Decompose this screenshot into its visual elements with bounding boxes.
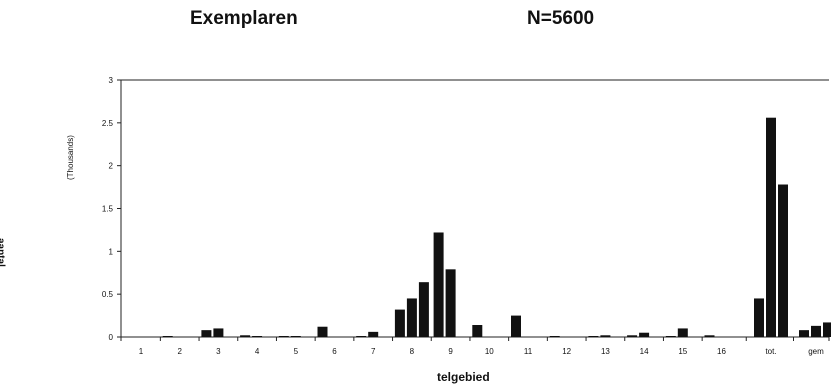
x-tick: 9 <box>448 347 453 356</box>
bar <box>600 335 611 337</box>
y-tick-label: 1 <box>109 247 114 256</box>
chart-title: Exemplaren <box>190 8 298 29</box>
bars <box>162 117 831 338</box>
bar <box>665 336 676 337</box>
bar <box>778 184 788 337</box>
x-tick-label: gem <box>808 347 824 356</box>
bar <box>811 325 821 337</box>
bar <box>406 298 417 337</box>
x-tick-label: 3 <box>216 347 221 356</box>
y-tick: 2.5 <box>102 119 121 128</box>
x-tick: 8 <box>410 347 415 356</box>
bar <box>240 335 251 337</box>
bar <box>162 336 173 337</box>
x-tick-label: 14 <box>640 347 649 356</box>
x-tick: 4 <box>255 347 260 356</box>
y-tick: 0.5 <box>102 290 121 299</box>
bar <box>418 282 429 337</box>
bar <box>356 336 367 337</box>
bar <box>278 336 289 337</box>
bar <box>433 232 444 337</box>
bar <box>511 315 521 337</box>
bar <box>588 336 599 337</box>
x-tick-label: 1 <box>139 347 144 356</box>
x-tick: 13 <box>601 347 610 356</box>
x-tick: 12 <box>562 347 571 356</box>
plot-frame <box>120 79 829 338</box>
bar <box>823 322 831 337</box>
y-tick-label: 0 <box>109 333 114 342</box>
bar <box>252 336 263 337</box>
x-tick: 7 <box>371 347 376 356</box>
x-tick: 10 <box>485 347 494 356</box>
bar <box>549 336 560 337</box>
y-tick: 1 <box>109 247 121 256</box>
bar <box>677 328 688 337</box>
x-tick: 11 <box>524 347 533 356</box>
x-tick-label: 8 <box>410 347 415 356</box>
x-tick-label: 12 <box>562 347 571 356</box>
bar <box>290 336 301 337</box>
x-tick-label: 10 <box>485 347 494 356</box>
x-tick: tot. <box>765 347 776 356</box>
x-tick-label: 4 <box>255 347 260 356</box>
y-tick: 3 <box>109 76 121 85</box>
bar <box>472 325 483 337</box>
y-tick: 2 <box>109 162 121 171</box>
x-tick-label: 15 <box>678 347 687 356</box>
x-axis-label: telgebied <box>437 370 490 384</box>
bar <box>627 335 638 337</box>
y-tick-label: 2 <box>109 162 114 171</box>
x-tick: 2 <box>177 347 182 356</box>
x-tick: 16 <box>717 347 726 356</box>
bar <box>317 326 328 337</box>
x-axis: 1 2 3 4 5 6 7 8 9 10 11 12 13 14 15 16 tot. gem <box>120 337 830 356</box>
y-tick-label: 1.5 <box>102 205 114 214</box>
bar <box>704 335 715 337</box>
x-tick-label: 6 <box>332 347 337 356</box>
x-tick-label: 16 <box>717 347 726 356</box>
x-tick: 1 <box>139 347 144 356</box>
y-tick-label: 2.5 <box>102 119 114 128</box>
bar <box>754 298 764 337</box>
x-tick-label: 5 <box>294 347 299 356</box>
x-tick-label: tot. <box>765 347 776 356</box>
bar <box>213 328 224 337</box>
bar <box>445 269 456 337</box>
x-tick: 14 <box>640 347 649 356</box>
x-tick-label: 2 <box>177 347 182 356</box>
x-tick-label: 9 <box>448 347 453 356</box>
x-tick-label: 13 <box>601 347 610 356</box>
x-tick: 5 <box>294 347 299 356</box>
bar <box>766 117 776 338</box>
bar <box>799 330 809 337</box>
y-tick: 0 <box>109 333 121 342</box>
y-axis: 0 0.5 1 1.5 2 2.5 3 <box>102 76 121 342</box>
bar <box>201 330 212 337</box>
bar <box>639 332 650 337</box>
x-tick-label: 7 <box>371 347 376 356</box>
x-tick: 3 <box>216 347 221 356</box>
chart-subtitle: N=5600 <box>527 8 595 29</box>
y-tick: 1.5 <box>102 205 121 214</box>
y-tick-label: 3 <box>109 76 114 85</box>
x-tick: 6 <box>332 347 337 356</box>
x-tick-label: 11 <box>524 347 533 356</box>
bar <box>368 331 379 337</box>
bar <box>394 309 405 337</box>
x-tick: 15 <box>678 347 687 356</box>
y-tick-label: 0.5 <box>102 290 114 299</box>
x-tick: gem <box>808 347 824 356</box>
